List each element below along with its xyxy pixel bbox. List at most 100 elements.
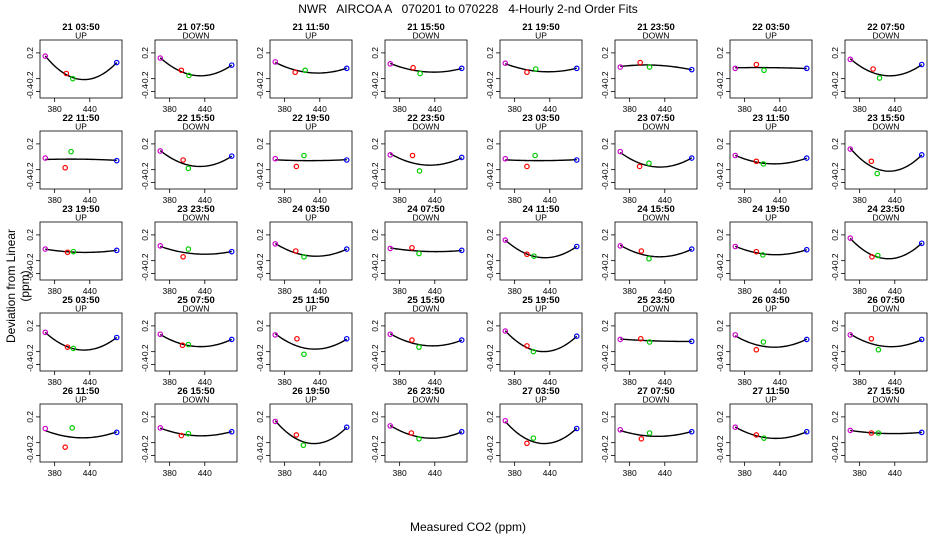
panel-direction: DOWN [183, 395, 210, 405]
x-tick-label: 380 [738, 468, 752, 478]
y-tick-label: -0.4 [370, 266, 380, 281]
panel-frame [154, 312, 238, 372]
data-point [301, 351, 307, 358]
data-point [408, 430, 415, 436]
panel-label: 24 19:50 [752, 204, 790, 215]
data-point [157, 331, 164, 338]
data-point [524, 163, 530, 170]
y-tick-label: -0.4 [140, 84, 150, 99]
y-tick-label: 0.2 [370, 47, 380, 59]
panel-frame [154, 403, 238, 463]
y-tick-label: 0.2 [140, 229, 150, 241]
y-tick-label: 0.2 [830, 138, 840, 150]
data-point [228, 248, 235, 255]
data-point [113, 334, 120, 341]
y-tick-label: 0.2 [830, 47, 840, 59]
x-tick-label: 380 [278, 286, 292, 296]
data-point [760, 161, 767, 167]
x-tick-label: 440 [543, 468, 557, 478]
fit-curve [735, 66, 807, 70]
data-point [803, 428, 810, 435]
data-point [532, 152, 538, 159]
panel-frame [384, 221, 468, 281]
data-point [617, 243, 624, 249]
data-point [688, 66, 695, 73]
x-tick-label: 380 [623, 468, 637, 478]
y-tick-label: 0.2 [370, 411, 380, 423]
y-tick-label: -0.2 [140, 435, 150, 450]
data-point [272, 332, 279, 338]
y-tick-label: -0.2 [715, 71, 725, 86]
panel-direction: DOWN [643, 213, 670, 223]
y-tick-label: 0.2 [370, 229, 380, 241]
x-tick-label: 380 [738, 104, 752, 114]
data-point [185, 165, 192, 172]
y-tick-label: -0.4 [140, 448, 150, 463]
data-point [638, 248, 645, 254]
data-point [416, 435, 422, 442]
data-point [113, 157, 120, 164]
x-tick-label: 380 [623, 377, 637, 387]
data-point [530, 435, 537, 441]
data-point [70, 75, 76, 82]
panel-direction: DOWN [643, 304, 670, 314]
y-tick-label: -0.4 [485, 175, 495, 190]
panel-direction: UP [765, 395, 777, 405]
y-tick-label: -0.2 [485, 162, 495, 177]
data-point [869, 253, 875, 260]
y-tick-label: 0.2 [830, 411, 840, 423]
data-point [732, 243, 739, 250]
data-point [502, 417, 509, 424]
data-point [646, 160, 652, 167]
fit-curve [504, 420, 578, 445]
panel-label: 27 15:50 [867, 386, 905, 397]
y-tick-label: 0.2 [255, 229, 265, 241]
x-tick-label: 440 [83, 195, 97, 205]
x-axis-label: Measured CO2 (ppm) [409, 520, 527, 534]
fit-curve [159, 333, 233, 348]
x-tick-label: 380 [853, 286, 867, 296]
data-point [301, 253, 307, 260]
panel-label: 21 19:50 [522, 22, 560, 33]
data-point [458, 337, 465, 343]
y-tick-label: -0.2 [485, 71, 495, 86]
data-point [292, 69, 298, 76]
fit-curve [849, 237, 923, 260]
data-point [847, 235, 854, 241]
data-point [157, 243, 164, 249]
data-point [617, 336, 624, 343]
fit-curve [619, 151, 693, 168]
y-tick-label: 0.2 [370, 320, 380, 332]
y-tick-label: -0.2 [600, 435, 610, 450]
panel-frame [269, 39, 353, 99]
x-tick-label: 380 [393, 286, 407, 296]
data-point [874, 252, 881, 259]
data-point [753, 346, 760, 353]
y-tick-label: 0.2 [830, 320, 840, 332]
data-point [64, 249, 71, 256]
data-point [638, 435, 645, 442]
fit-curve [159, 149, 233, 168]
x-tick-label: 380 [163, 195, 177, 205]
y-tick-label: -0.2 [830, 435, 840, 450]
y-tick-label: -0.4 [715, 448, 725, 463]
data-point [228, 153, 235, 159]
y-tick-label: 0.2 [255, 411, 265, 423]
fit-curve [849, 147, 923, 172]
y-tick-label: -0.4 [485, 84, 495, 99]
x-tick-label: 380 [278, 104, 292, 114]
panel-label: 24 03:50 [292, 204, 330, 215]
fit-curve [159, 57, 233, 77]
x-tick-label: 380 [738, 377, 752, 387]
panel-frame [499, 403, 583, 463]
data-point [918, 240, 925, 247]
data-point [179, 342, 186, 349]
